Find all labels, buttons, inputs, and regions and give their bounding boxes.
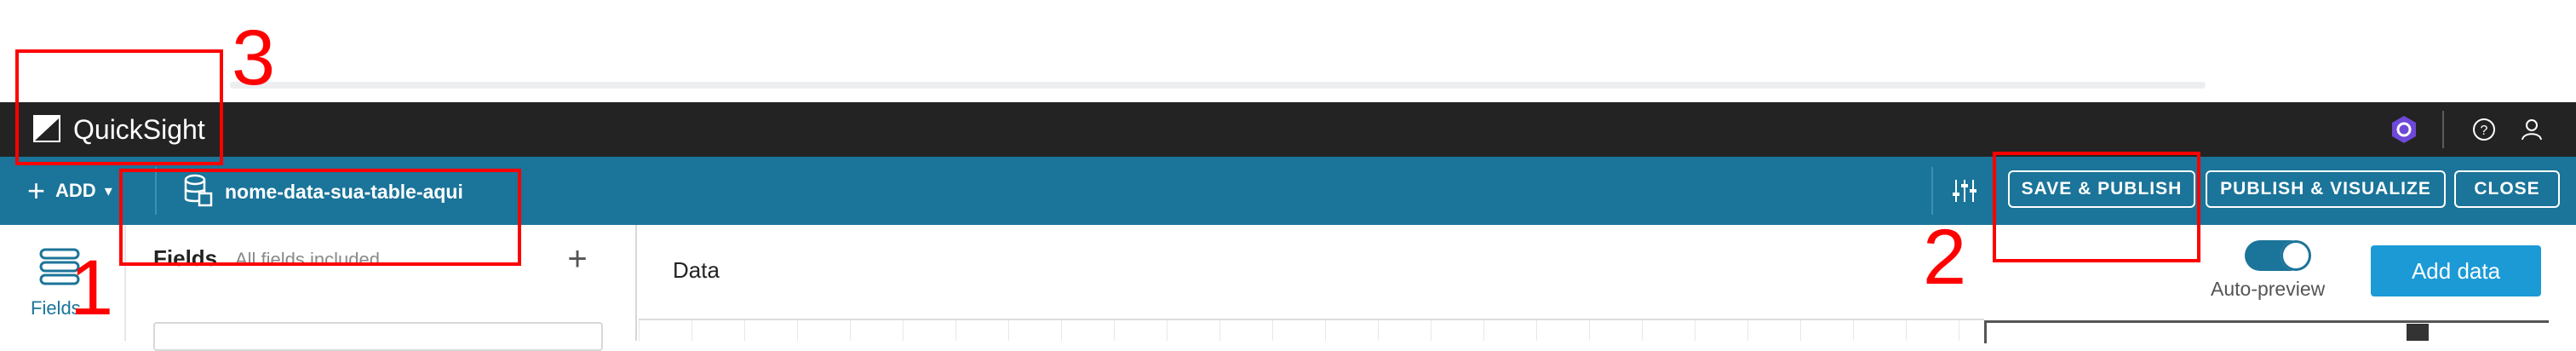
quicksight-header-bar [0,102,2576,157]
user-icon[interactable] [2519,117,2544,142]
add-menu-button[interactable]: + ADD ▾ [27,167,112,215]
header-divider [2442,111,2444,148]
data-section-title: Data [673,257,720,284]
plus-icon: + [27,176,45,206]
help-icon[interactable]: ? [2471,117,2497,142]
annotation-box-1 [119,169,521,266]
svg-text:?: ? [2481,124,2488,138]
add-field-button[interactable]: + [562,242,593,276]
annotation-number-3: 3 [232,19,275,97]
add-data-button[interactable]: Add data [2371,245,2541,296]
filter-settings-icon[interactable] [1950,177,1979,204]
preview-panel-edge [1984,320,2549,343]
toolbar-divider [1931,167,1933,215]
extension-icon[interactable] [2390,115,2418,144]
add-label: ADD [55,180,96,202]
annotation-number-2: 2 [1923,218,1966,296]
top-strip-shadow [230,82,2206,89]
annotation-box-2 [1993,152,2200,262]
annotation-box-3 [15,49,223,165]
preview-panel-tab [2407,324,2429,341]
fields-panel-border [635,225,637,341]
publish-visualize-button[interactable]: PUBLISH & VISUALIZE [2206,170,2446,208]
toggle-knob [2281,240,2311,271]
annotation-number-1: 1 [70,249,113,327]
fields-search-box[interactable] [153,322,603,351]
close-button[interactable]: CLOSE [2454,170,2560,208]
auto-preview-label: Auto-preview [2211,278,2325,301]
data-grid-columns [639,320,1984,341]
chevron-down-icon: ▾ [105,182,112,200]
